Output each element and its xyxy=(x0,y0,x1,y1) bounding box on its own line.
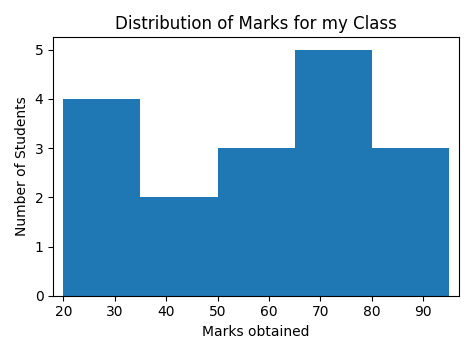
Bar xyxy=(218,148,295,296)
Bar xyxy=(140,197,218,296)
Bar xyxy=(372,148,449,296)
X-axis label: Marks obtained: Marks obtained xyxy=(202,325,310,339)
Title: Distribution of Marks for my Class: Distribution of Marks for my Class xyxy=(115,15,397,33)
Bar xyxy=(64,99,140,296)
Bar xyxy=(295,50,372,296)
Y-axis label: Number of Students: Number of Students xyxy=(15,97,29,236)
